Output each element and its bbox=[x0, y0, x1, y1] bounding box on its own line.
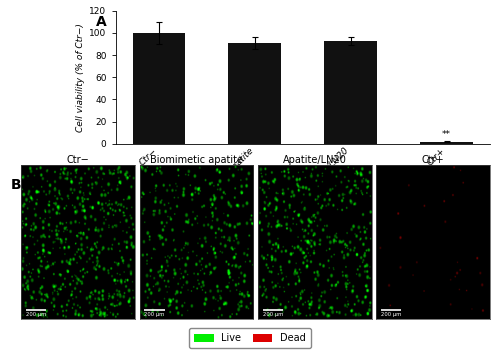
Text: B: B bbox=[10, 178, 22, 192]
Text: 200 μm: 200 μm bbox=[381, 312, 402, 317]
Title: Ctr−: Ctr− bbox=[67, 155, 90, 165]
Text: **: ** bbox=[442, 130, 451, 139]
Bar bbox=[228, 43, 281, 144]
Text: 200 μm: 200 μm bbox=[263, 312, 283, 317]
Text: 200 μm: 200 μm bbox=[144, 312, 165, 317]
Title: Biomimetic apatite: Biomimetic apatite bbox=[150, 155, 243, 165]
Bar bbox=[324, 41, 377, 144]
Bar bbox=[132, 33, 186, 144]
Text: 200 μm: 200 μm bbox=[26, 312, 46, 317]
Text: A: A bbox=[96, 15, 107, 29]
Legend: Live, Dead: Live, Dead bbox=[189, 328, 311, 348]
Y-axis label: Cell viability (% of Ctr−): Cell viability (% of Ctr−) bbox=[76, 23, 85, 132]
Bar bbox=[420, 142, 473, 144]
Title: Apatite/LN20: Apatite/LN20 bbox=[283, 155, 347, 165]
Title: Ctr+: Ctr+ bbox=[422, 155, 444, 165]
